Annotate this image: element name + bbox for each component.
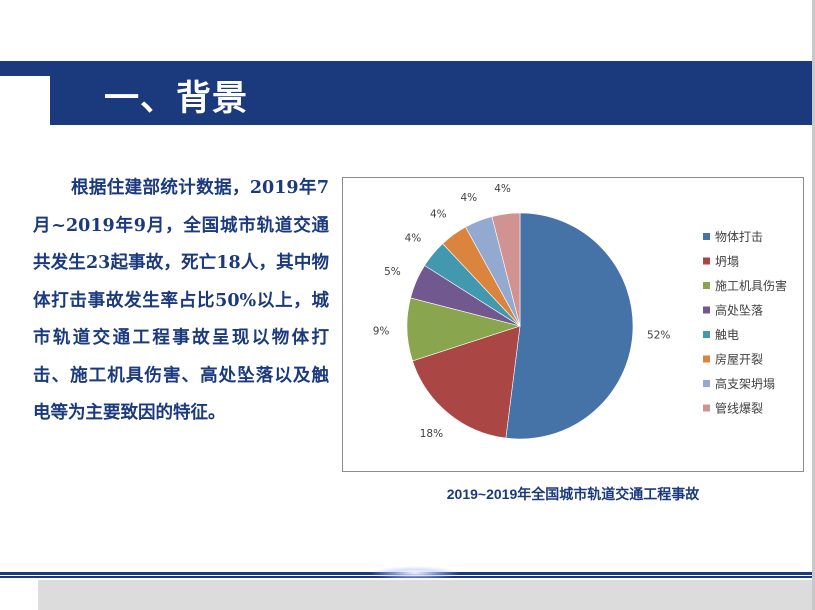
legend-label: 物体打击 — [715, 230, 763, 244]
footer-bar — [38, 580, 812, 610]
pie-slice — [505, 212, 634, 440]
legend-swatch — [703, 306, 710, 314]
legend-label: 管线爆裂 — [715, 401, 763, 416]
legend-swatch — [703, 257, 710, 265]
legend-swatch — [703, 404, 710, 412]
pie-chart-frame: 52% 18% 9% 5% 4% 4% 4% 4% 物体打击坍塌施工机具伤害 高处坠落触电房屋开裂… — [342, 177, 804, 472]
legend-swatch — [703, 282, 710, 289]
pie-data-label: 52% — [647, 330, 670, 342]
legend-label: 坍塌 — [715, 255, 739, 269]
legend-label: 高处坠落 — [715, 303, 763, 318]
legend-label: 触电 — [715, 328, 739, 342]
footer-glow — [370, 566, 460, 580]
pie-slice — [491, 212, 521, 327]
pie-data-label: 18% — [420, 428, 443, 440]
legend-swatch — [703, 331, 710, 338]
pie-data-label: 4% — [460, 192, 477, 204]
pie-slice — [412, 325, 521, 439]
pie-chart: 52% 18% 9% 5% 4% 4% 4% 4% 物体打击坍塌施工机具伤害高处坠落触电房屋开裂… — [373, 183, 787, 440]
legend-label: 高支架坍塌 — [715, 376, 775, 391]
legend-swatch — [703, 380, 710, 387]
title-band — [0, 61, 812, 125]
legend-label: 施工机具伤害 — [715, 278, 787, 293]
pie-data-label: 9% — [373, 325, 390, 337]
right-edge — [812, 0, 815, 610]
legend-swatch — [703, 233, 710, 240]
legend-swatch — [703, 355, 710, 363]
pie-data-label: 4% — [405, 232, 422, 244]
slide-title: 一、背景 — [104, 79, 249, 119]
pie-data-label: 4% — [494, 183, 511, 195]
pie-data-label: 4% — [430, 209, 447, 221]
pie-data-label: 5% — [384, 266, 401, 278]
body-paragraph: 根据住建部统计数据，2019年7月~2019年9月，全国城市轨道交通共发生23起… — [33, 178, 329, 423]
legend-label: 房屋开裂 — [715, 352, 763, 367]
title-tab — [0, 76, 50, 125]
chart-title: 2019~2019年全国城市轨道交通工程事故 — [446, 486, 700, 502]
